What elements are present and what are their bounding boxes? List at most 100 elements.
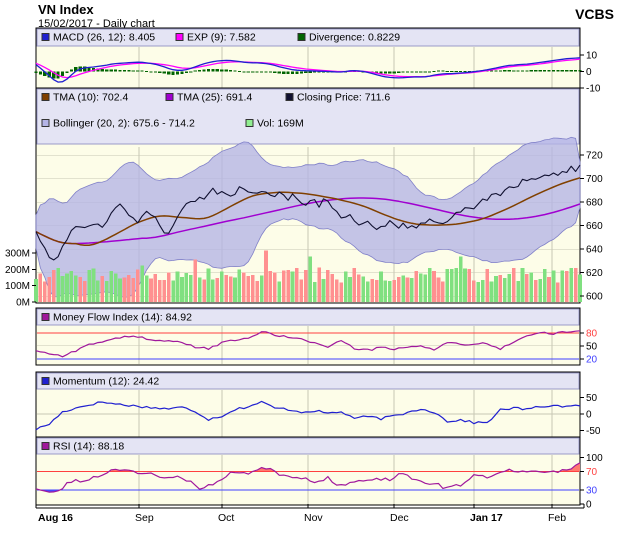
volume-bar [69,271,74,302]
macd-histogram-bar [140,70,144,72]
volume-bar [215,278,220,302]
macd-histogram-bar [295,71,299,74]
volume-bar [166,272,171,302]
volume-bar [533,280,538,302]
volume-bar [113,273,118,302]
mfi-gridlines [37,326,579,364]
legend-swatch [41,119,50,127]
mfi-line [35,330,581,358]
macd-histogram-bar [47,71,51,78]
volume-bar [352,267,357,302]
macd-histogram-bar [127,70,131,72]
macd-histogram-bar [131,70,135,72]
macd-histogram-bar [516,70,520,72]
volume-bar [162,279,167,302]
volume-bar [503,278,507,302]
macd-axis-label: 0 [586,67,592,78]
macd-histogram-bar [52,71,56,79]
volume-bar [339,282,343,302]
macd-histogram-bar [96,68,100,72]
legend-mfi: Money Flow Index (14): 84.92 [36,308,580,326]
volume-bar [458,256,463,302]
macd-histogram-bar [512,70,516,72]
volume-bar [135,269,140,302]
momentum-yaxis: 50 0 -50 [580,393,601,437]
legend-label: Momentum (12): 24.42 [53,376,159,388]
volume-bar [303,270,308,302]
rsi-axis-label: 70 [586,467,598,478]
price-axis-label: 620 [586,268,603,279]
momentum-axis-label: -50 [586,426,601,437]
volume-bar [556,282,560,302]
price-axis-label: 680 [586,198,603,209]
macd-histogram-bar [436,70,441,72]
mfi-yaxis: 80 50 20 [580,328,598,365]
volume-bar [374,279,379,302]
volume-bar [224,274,228,302]
x-axis-label: Nov [304,512,323,524]
macd-histogram-bar [543,69,547,72]
macd-histogram-bar [198,69,202,72]
volume-bar [206,268,211,302]
legend-panel [36,372,580,390]
macd-histogram-bar [100,69,104,72]
volume-bar [82,281,87,302]
macd-signal-line [35,58,581,79]
macd-histogram-bar [313,71,317,73]
volume-bar [308,256,313,302]
legend-label: TMA (10): 702.4 [53,92,128,104]
volume-bar [520,268,525,302]
macd-histogram-bar [118,69,122,72]
volume-bar [516,280,520,302]
macd-histogram-bar [308,71,312,73]
macd-histogram-bar [392,71,396,74]
volume-bar [38,273,43,302]
legend-panel [36,88,580,145]
volume-bar [104,280,109,302]
macd-histogram-bar [171,71,175,75]
macd-histogram-bar [167,71,171,75]
legend-swatch [297,33,306,41]
volume-bar [255,280,259,302]
macd-histogram-bar [74,67,78,72]
momentum-line-path [35,400,581,431]
macd-histogram-bar [379,71,383,74]
macd-histogram-bar [299,71,303,74]
volume-bar [467,269,472,302]
macd-histogram-bar [69,69,73,72]
brand-label: VCBS [575,6,614,22]
macd-histogram-bar [60,71,65,77]
volume-bar [153,273,158,302]
macd-histogram-bar [578,70,582,72]
legend-swatch [41,33,50,41]
macd-histogram-bar [38,71,43,75]
macd-histogram-bar [556,69,560,72]
macd-histogram-bar [507,70,511,72]
macd-histogram-bar [237,71,242,73]
macd-histogram-bar [255,71,259,73]
volume-bar [237,269,242,302]
volume-bar [60,275,65,302]
volume-bar [281,270,286,302]
legend-label: MACD (26, 12): 8.405 [53,32,155,44]
volume-bar [330,274,335,302]
volume-yaxis: 300M 200M 100M 0M [5,249,36,309]
macd-histogram-bar [525,70,529,72]
legend-label: Divergence: 0.8229 [309,32,400,44]
volume-bar [34,278,38,302]
macd-histogram-bar [259,71,264,73]
price-yaxis: 720 700 680 660 640 620 600 [580,151,603,303]
volume-bar [184,273,189,302]
macd-histogram-bar [388,71,392,74]
volume-bar [290,271,295,302]
volume-bar [498,274,503,302]
momentum-line [35,400,581,431]
volume-bar [131,277,136,302]
volume-bar [542,269,547,302]
mfi-threshold-lines [37,332,579,360]
volume-bar [445,269,450,302]
macd-histogram-bar [419,71,423,73]
volume-bar [175,271,180,302]
